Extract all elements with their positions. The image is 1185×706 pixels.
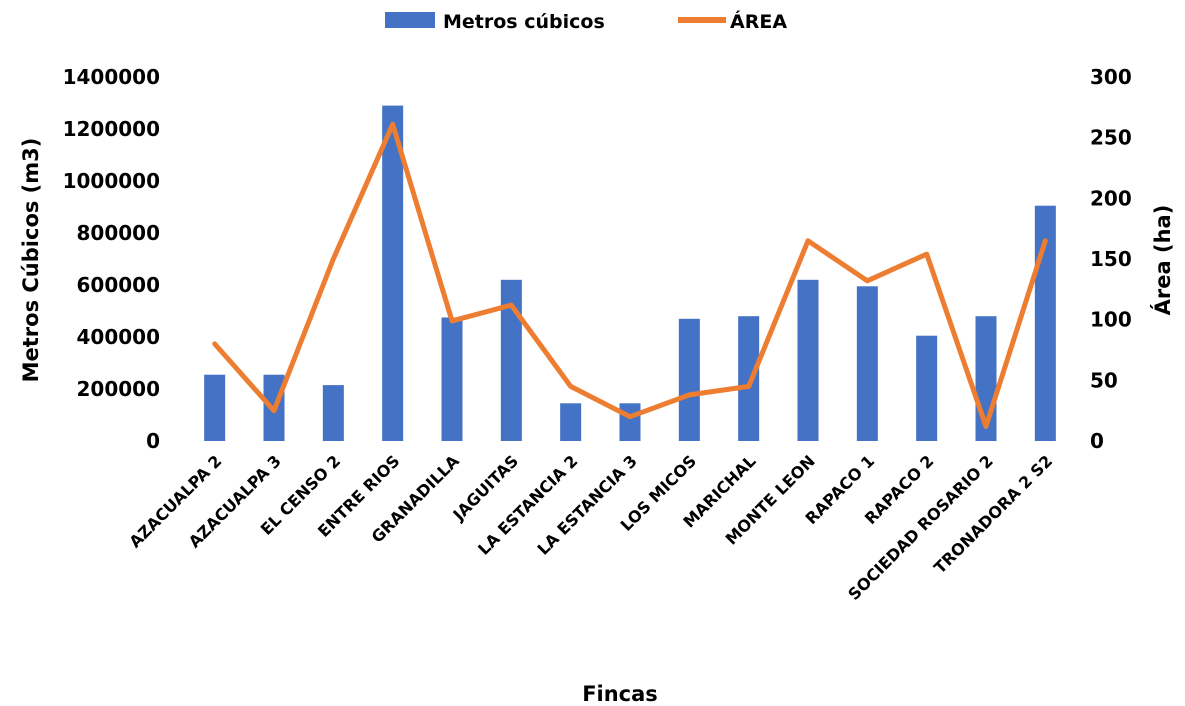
y-tick-label: 200000 — [77, 377, 161, 401]
bar — [678, 318, 700, 441]
bar — [797, 279, 819, 441]
x-category-label: LA ESTANCIA 2 — [474, 451, 581, 558]
y-tick-label-right: 150 — [1090, 247, 1132, 271]
x-axis-title: Fincas — [582, 682, 658, 706]
y-axis-title-right: Área (ha) — [1150, 205, 1175, 316]
y-tick-label: 0 — [146, 429, 160, 453]
y-tick-label-right: 50 — [1090, 368, 1118, 392]
y-axis-right: 0 50 100 150 200 250 300 — [1090, 65, 1132, 453]
bar — [204, 374, 226, 441]
bar — [560, 403, 582, 441]
bar — [916, 335, 938, 441]
y-axis-left: 0 200000 400000 600000 800000 1000000 1200000 1… — [63, 65, 160, 453]
y-tick-label: 600000 — [77, 273, 161, 297]
y-tick-label: 1000000 — [63, 169, 160, 193]
y-tick-label: 800000 — [77, 221, 161, 245]
bar-series — [204, 105, 1056, 441]
y-tick-label: 400000 — [77, 325, 161, 349]
bar — [619, 403, 641, 441]
legend-label-bars: Metros cúbicos — [443, 11, 605, 33]
y-axis-title-left: Metros Cúbicos (m3) — [19, 138, 43, 383]
legend: Metros cúbicos ÁREA — [385, 10, 787, 33]
bar — [500, 279, 522, 441]
legend-swatch-bars — [385, 12, 435, 28]
x-category-label: LA ESTANCIA 3 — [533, 451, 640, 558]
y-tick-label-right: 100 — [1090, 308, 1132, 332]
legend-label-line: ÁREA — [730, 10, 787, 33]
bar — [322, 385, 344, 441]
y-tick-label: 1400000 — [63, 65, 160, 89]
y-tick-label: 1200000 — [63, 117, 160, 141]
bar — [738, 316, 760, 441]
bar — [856, 286, 878, 441]
y-tick-label-right: 250 — [1090, 126, 1132, 150]
y-tick-label-right: 300 — [1090, 65, 1132, 89]
bar — [441, 317, 463, 441]
y-tick-label-right: 0 — [1090, 429, 1104, 453]
bar — [382, 105, 404, 441]
x-category-label: TRONADORA 2 S2 — [930, 451, 1056, 577]
area-line — [212, 121, 1048, 429]
y-tick-label-right: 200 — [1090, 186, 1132, 210]
line-series — [212, 121, 1048, 429]
